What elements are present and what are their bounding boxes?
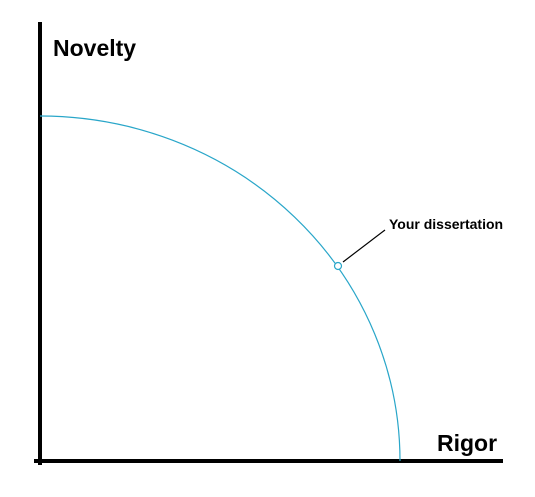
y-axis-label: Novelty <box>53 35 136 61</box>
x-axis-label: Rigor <box>437 430 497 456</box>
annotation-pointer <box>342 229 386 263</box>
annotation-label: Your dissertation <box>389 216 503 232</box>
frontier-curve <box>39 115 401 462</box>
dissertation-marker <box>333 261 343 271</box>
